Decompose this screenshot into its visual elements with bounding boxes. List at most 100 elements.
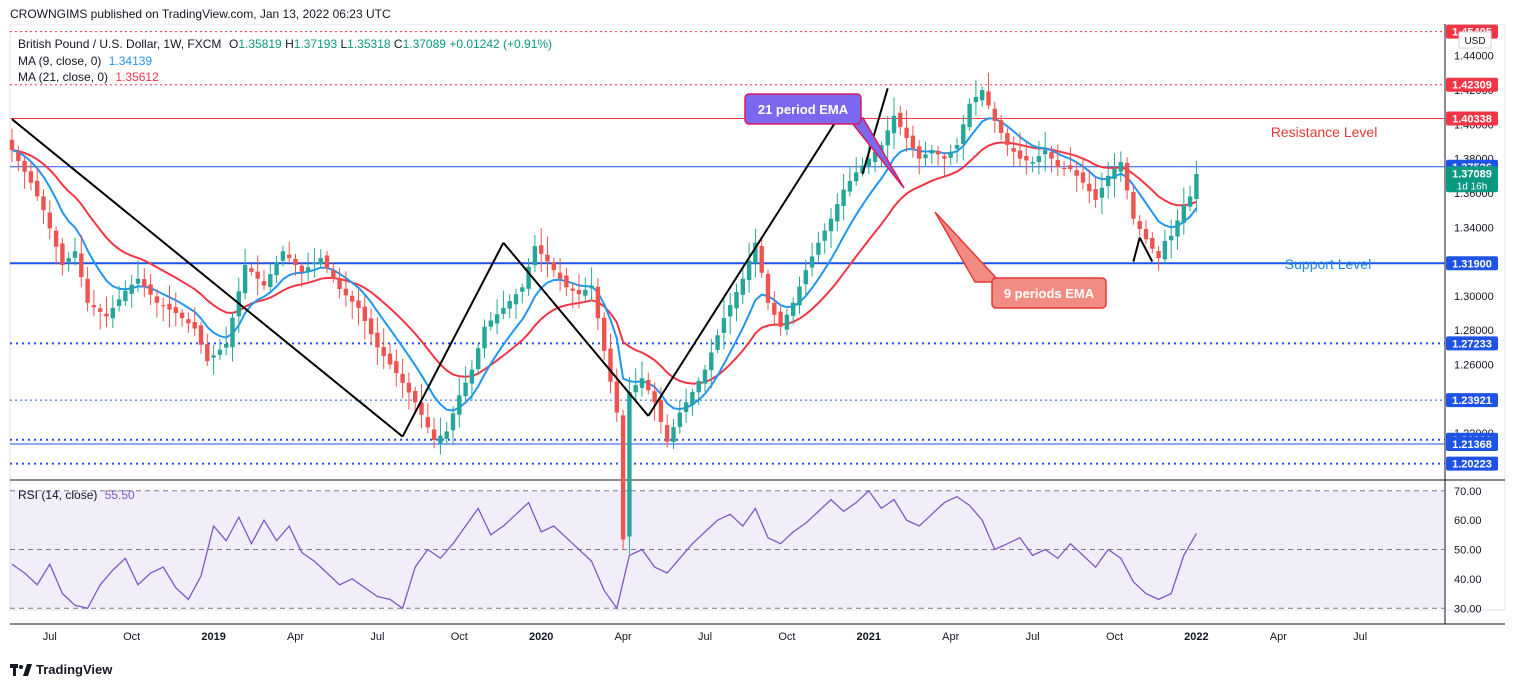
candle-body-22: [148, 284, 153, 295]
resistance-label: Resistance Level: [1271, 124, 1378, 140]
candle-body-131: [835, 204, 840, 222]
candle-body-102: [652, 391, 657, 403]
rsi-tick-2: 50.00: [1454, 545, 1482, 557]
candle-body-63: [406, 382, 412, 393]
candle-body-75: [482, 326, 487, 349]
candle-body-143: [910, 135, 916, 149]
candle-body-175: [1112, 168, 1117, 179]
chart-svg[interactable]: 1.440001.420001.400001.380001.360001.340…: [0, 23, 1514, 660]
candle-body-184: [1169, 235, 1174, 241]
time-label-0: Jul: [43, 631, 57, 643]
o-label: O: [229, 37, 238, 51]
candle-body-140: [891, 115, 897, 134]
candle-body-90: [576, 289, 582, 295]
candle-body-3: [28, 171, 34, 183]
ema21-callout-label: 21 period EMA: [758, 102, 849, 117]
price-tag-box-6: [1446, 336, 1498, 351]
trendlines-group: [11, 88, 1154, 438]
candle-body-81: [520, 287, 525, 292]
ema9-callout-box: [991, 277, 1107, 309]
rsi-axis[interactable]: 70.00 60.00 50.00 40.00 30.00: [1454, 486, 1482, 615]
candle-body-70: [450, 413, 456, 431]
candle-body-54: [350, 295, 355, 302]
candle-body-137: [872, 151, 878, 162]
candle-body-130: [828, 218, 834, 232]
currency-box[interactable]: USD: [1458, 31, 1492, 49]
ema9-callout-pointer: [934, 211, 1002, 283]
candle-body-44: [287, 254, 292, 259]
trendline-1: [401, 242, 505, 438]
candle-body-121: [772, 302, 777, 315]
candle-body-103: [658, 400, 664, 422]
time-label-12: Jul: [1026, 631, 1040, 643]
candle-body-34: [224, 343, 229, 348]
candle-body-161: [1024, 156, 1029, 161]
candle-body-28: [186, 319, 191, 324]
candle-body-159: [1011, 148, 1016, 152]
candle-body-85: [545, 254, 550, 262]
candle-body-68: [438, 435, 443, 444]
candle-body-179: [1137, 221, 1142, 229]
time-label-6: 2020: [529, 631, 553, 643]
candle-body-57: [368, 318, 374, 335]
candle-body-86: [551, 262, 556, 271]
time-label-8: Jul: [698, 631, 712, 643]
candle-body-171: [1087, 183, 1092, 192]
candle-body-173: [1099, 187, 1105, 198]
candle-body-129: [822, 230, 827, 241]
time-label-16: Jul: [1353, 631, 1367, 643]
candle-body-40: [261, 281, 267, 286]
legend-ohlc: O1.35819 H1.37193 L1.35318 C1.37089 +0.0…: [229, 37, 552, 51]
l-label: L: [340, 37, 347, 51]
price-tick-8: 1.28000: [1454, 325, 1494, 337]
candle-body-156: [992, 108, 997, 121]
currency-label: USD: [1464, 36, 1485, 47]
candle-body-176: [1118, 162, 1123, 172]
trendline-6: [1138, 237, 1154, 263]
candle-body-94: [602, 317, 607, 351]
candle-body-113: [721, 318, 727, 333]
candle-body-166: [1055, 160, 1060, 168]
candle-body-16: [110, 307, 115, 319]
candle-body-52: [337, 278, 342, 290]
candle-body-152: [967, 103, 972, 128]
candle-body-48: [312, 262, 317, 265]
candle-body-172: [1093, 189, 1098, 200]
candle-body-141: [898, 112, 903, 127]
candle-body-58: [375, 332, 380, 348]
candle-body-101: [646, 379, 651, 391]
chart-area[interactable]: 1.440001.420001.400001.380001.360001.340…: [0, 23, 1514, 660]
footer-brand[interactable]: TradingView: [10, 662, 112, 677]
candle-body-168: [1068, 165, 1073, 169]
time-axis[interactable]: Jul Oct 2019 Apr Jul Oct 2020 Apr Jul Oct 2021 Apr J…: [43, 631, 1367, 643]
candle-body-20: [135, 278, 141, 284]
candle-body-120: [765, 273, 771, 303]
candle-body-108: [690, 391, 695, 406]
support-label: Support Level: [1285, 256, 1371, 272]
candle-body-26: [173, 307, 178, 314]
candle-body-31: [205, 344, 210, 362]
candle-body-104: [665, 425, 670, 442]
price-tag-box-2: [1446, 111, 1498, 126]
candle-body-56: [362, 306, 367, 322]
candle-body-165: [1049, 151, 1054, 159]
candle-body-37: [242, 265, 248, 294]
candle-body-8: [60, 243, 65, 266]
candle-body-125: [797, 286, 802, 306]
candle-body-105: [671, 427, 676, 442]
candle-body-157: [998, 120, 1004, 133]
candle-body-149: [948, 151, 953, 158]
legend-rsi: RSI (14, close) 55.50: [18, 488, 135, 502]
candle-body-80: [513, 294, 519, 305]
candle-body-15: [104, 313, 109, 317]
price-tag-box-10: [1446, 456, 1498, 471]
rsi-value: 55.50: [105, 488, 135, 502]
candle-body-145: [923, 154, 928, 159]
candle-body-167: [1061, 167, 1067, 169]
candle-body-122: [778, 311, 783, 327]
price-axis[interactable]: 1.440001.420001.400001.380001.360001.340…: [1454, 51, 1494, 440]
candle-body-6: [47, 212, 52, 229]
candle-body-61: [394, 361, 399, 374]
price-tag-box-7: [1446, 393, 1498, 408]
